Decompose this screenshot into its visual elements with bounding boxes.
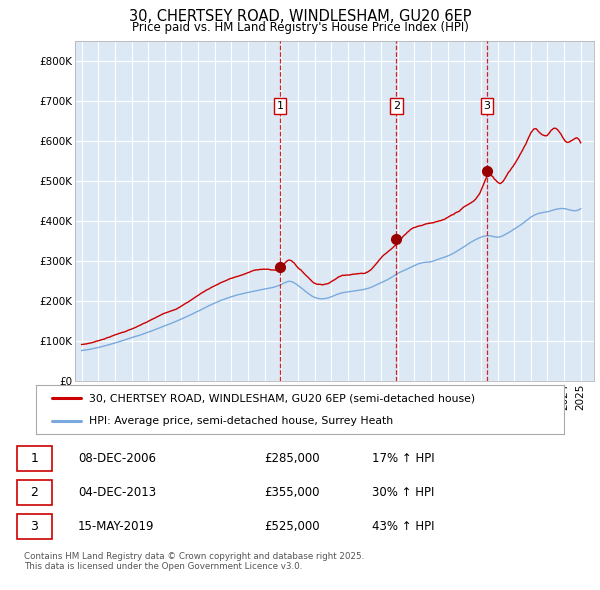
Text: 3: 3 (484, 101, 491, 111)
Text: 3: 3 (30, 520, 38, 533)
Text: 2: 2 (30, 486, 38, 499)
Text: 43% ↑ HPI: 43% ↑ HPI (372, 520, 434, 533)
Text: 30, CHERTSEY ROAD, WINDLESHAM, GU20 6EP: 30, CHERTSEY ROAD, WINDLESHAM, GU20 6EP (129, 9, 471, 24)
Text: 17% ↑ HPI: 17% ↑ HPI (372, 451, 434, 464)
Text: HPI: Average price, semi-detached house, Surrey Heath: HPI: Average price, semi-detached house,… (89, 415, 393, 425)
FancyBboxPatch shape (17, 513, 52, 539)
Text: 2: 2 (393, 101, 400, 111)
Text: Price paid vs. HM Land Registry's House Price Index (HPI): Price paid vs. HM Land Registry's House … (131, 21, 469, 34)
Text: £355,000: £355,000 (264, 486, 320, 499)
Text: Contains HM Land Registry data © Crown copyright and database right 2025.
This d: Contains HM Land Registry data © Crown c… (24, 552, 364, 571)
Text: 30, CHERTSEY ROAD, WINDLESHAM, GU20 6EP (semi-detached house): 30, CHERTSEY ROAD, WINDLESHAM, GU20 6EP … (89, 394, 475, 404)
Text: 1: 1 (277, 101, 284, 111)
Text: 30% ↑ HPI: 30% ↑ HPI (372, 486, 434, 499)
Text: £285,000: £285,000 (264, 451, 320, 464)
Text: 15-MAY-2019: 15-MAY-2019 (78, 520, 155, 533)
Text: 1: 1 (30, 451, 38, 464)
Text: £525,000: £525,000 (264, 520, 320, 533)
Text: 04-DEC-2013: 04-DEC-2013 (78, 486, 156, 499)
FancyBboxPatch shape (17, 445, 52, 471)
Text: 08-DEC-2006: 08-DEC-2006 (78, 451, 156, 464)
FancyBboxPatch shape (17, 480, 52, 504)
